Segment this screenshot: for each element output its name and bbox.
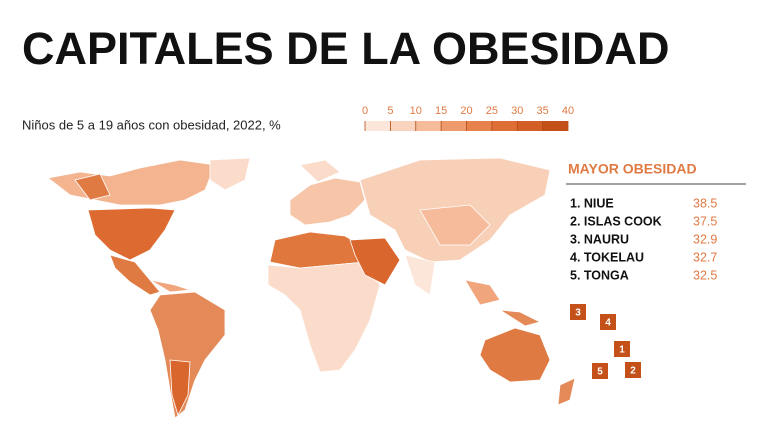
legend-swatch [415,121,442,131]
legend-tick-label: 20 [460,105,472,117]
ranking-title: MAYOR OBESIDAD [568,161,697,177]
ranking-value: 32.9 [693,232,717,246]
ranking-name: 4. TOKELAU [570,250,644,264]
island-marker [600,314,616,330]
ranking-name: 5. TONGA [570,268,629,282]
ranking-name: 2. ISLAS COOK [570,214,662,228]
ranking-value: 32.7 [693,250,717,264]
title: CAPITALES DE LA OBESIDAD [22,23,670,74]
legend-swatch [365,121,391,131]
legend-swatch [491,121,518,131]
island-marker-label: 1 [619,345,625,356]
ranking-value: 38.5 [693,196,717,210]
legend-swatch [517,121,543,131]
legend-swatch [441,121,467,131]
legend-tick-label: 0 [362,105,368,117]
ranking-name: 1. NIUE [570,196,614,210]
legend-swatch [542,121,568,131]
island-marker [592,363,608,379]
island-marker-label: 5 [597,367,603,378]
ranking-name: 3. NAURU [570,232,629,246]
legend-tick-label: 40 [562,105,574,117]
ranking-value: 32.5 [693,268,717,282]
legend-tick-label: 5 [387,105,393,117]
legend: 0 5 10 15 20 25 30 35 40 [362,105,574,131]
legend-tick-label: 35 [537,105,549,117]
island-marker-label: 4 [605,318,611,329]
legend-tick-label: 25 [486,105,498,117]
world-map [47,157,576,419]
island-marker-label: 2 [630,366,636,377]
legend-tick-label: 30 [511,105,523,117]
legend-swatch [466,121,492,131]
ranking-value: 37.5 [693,214,717,228]
legend-tick-label: 10 [410,105,422,117]
legend-tick-label: 15 [435,105,447,117]
legend-label: Niños de 5 a 19 años con obesidad, 2022,… [22,117,281,132]
island-marker [625,362,641,378]
island-marker [614,341,630,357]
island-marker-label: 3 [575,308,581,319]
island-markers: 12 3 4 5 [570,304,641,379]
island-marker [570,304,586,320]
ranking-list: 1. NIUE 38.5 2. ISLAS COOK 37.5 3. NAURU 32.9… [570,196,717,282]
legend-swatch [390,121,416,131]
